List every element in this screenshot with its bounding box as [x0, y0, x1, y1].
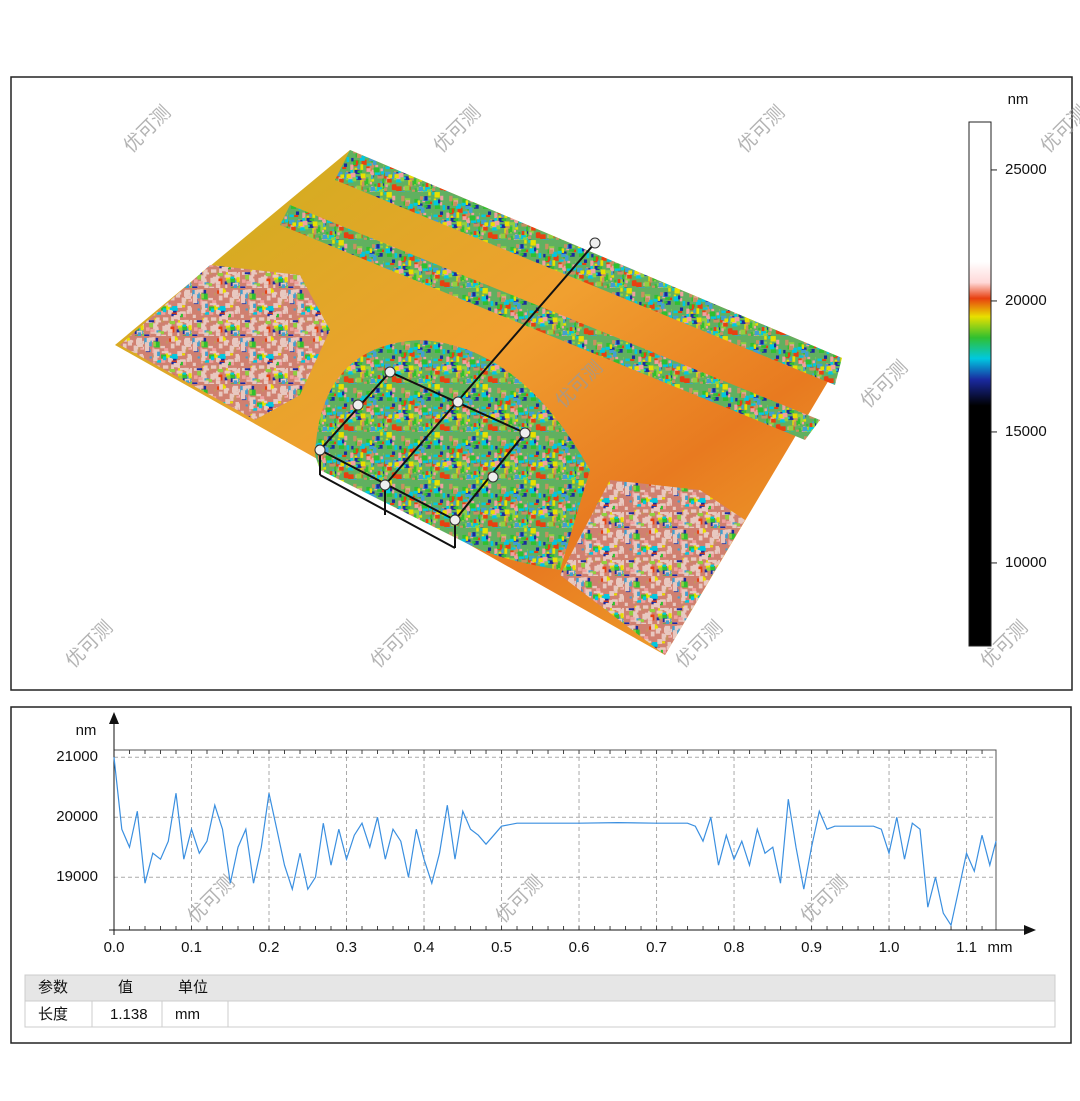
colorbar-tick-label: 25000	[1005, 161, 1047, 178]
x-tick-label: 1.0	[879, 939, 900, 956]
result-table: 参数 值 单位 长度 1.138 mm	[24, 974, 1056, 1028]
y-tick-label: 19000	[56, 868, 98, 885]
table-header: 值	[118, 979, 133, 996]
x-tick-label: 1.1	[956, 939, 977, 956]
watermark: 优可测	[733, 101, 789, 157]
plot-frame	[113, 749, 997, 931]
table-header: 参数	[38, 979, 68, 996]
watermark: 优可测	[491, 871, 547, 927]
y-tick-label: 20000	[56, 808, 98, 825]
x-tick-label: 0.2	[259, 939, 280, 956]
watermark: 优可测	[119, 101, 175, 157]
x-tick-label: 0.7	[646, 939, 667, 956]
colorbar-tick-label: 15000	[1005, 423, 1047, 440]
y-tick-label: 21000	[56, 748, 98, 765]
y-axis-label: nm	[76, 722, 97, 739]
x-tick-label: 0.4	[414, 939, 435, 956]
table-cell: 长度	[38, 1006, 68, 1023]
x-tick-label: 0.1	[181, 939, 202, 956]
colorbar-tick-label: 20000	[1005, 292, 1047, 309]
x-tick-label: 0.3	[336, 939, 357, 956]
arrow	[1024, 925, 1036, 935]
profile-panel	[10, 706, 1072, 1044]
watermark: 优可测	[796, 871, 852, 927]
watermark: 优可测	[856, 356, 912, 412]
colorbar-unit: nm	[1008, 91, 1029, 108]
x-tick-label: 0.6	[569, 939, 590, 956]
surface-3d	[115, 150, 842, 655]
surface-panel	[10, 76, 1073, 691]
profile-line	[113, 757, 997, 927]
colorbar-tick-label: 10000	[1005, 554, 1047, 571]
x-axis-label: mm	[988, 939, 1013, 956]
x-tick-label: 0.9	[801, 939, 822, 956]
table-cell: mm	[175, 1006, 200, 1023]
x-tick-label: 0.5	[491, 939, 512, 956]
watermark: 优可测	[61, 616, 117, 672]
table-cell: 1.138	[110, 1006, 148, 1023]
x-tick-label: 0.8	[724, 939, 745, 956]
x-tick-label: 0.0	[104, 939, 125, 956]
arrow	[109, 712, 119, 724]
colorbar	[968, 121, 992, 647]
table-header: 单位	[178, 979, 208, 996]
watermark: 优可测	[429, 101, 485, 157]
watermark: 优可测	[366, 616, 422, 672]
watermark: 优可测	[1036, 101, 1080, 157]
